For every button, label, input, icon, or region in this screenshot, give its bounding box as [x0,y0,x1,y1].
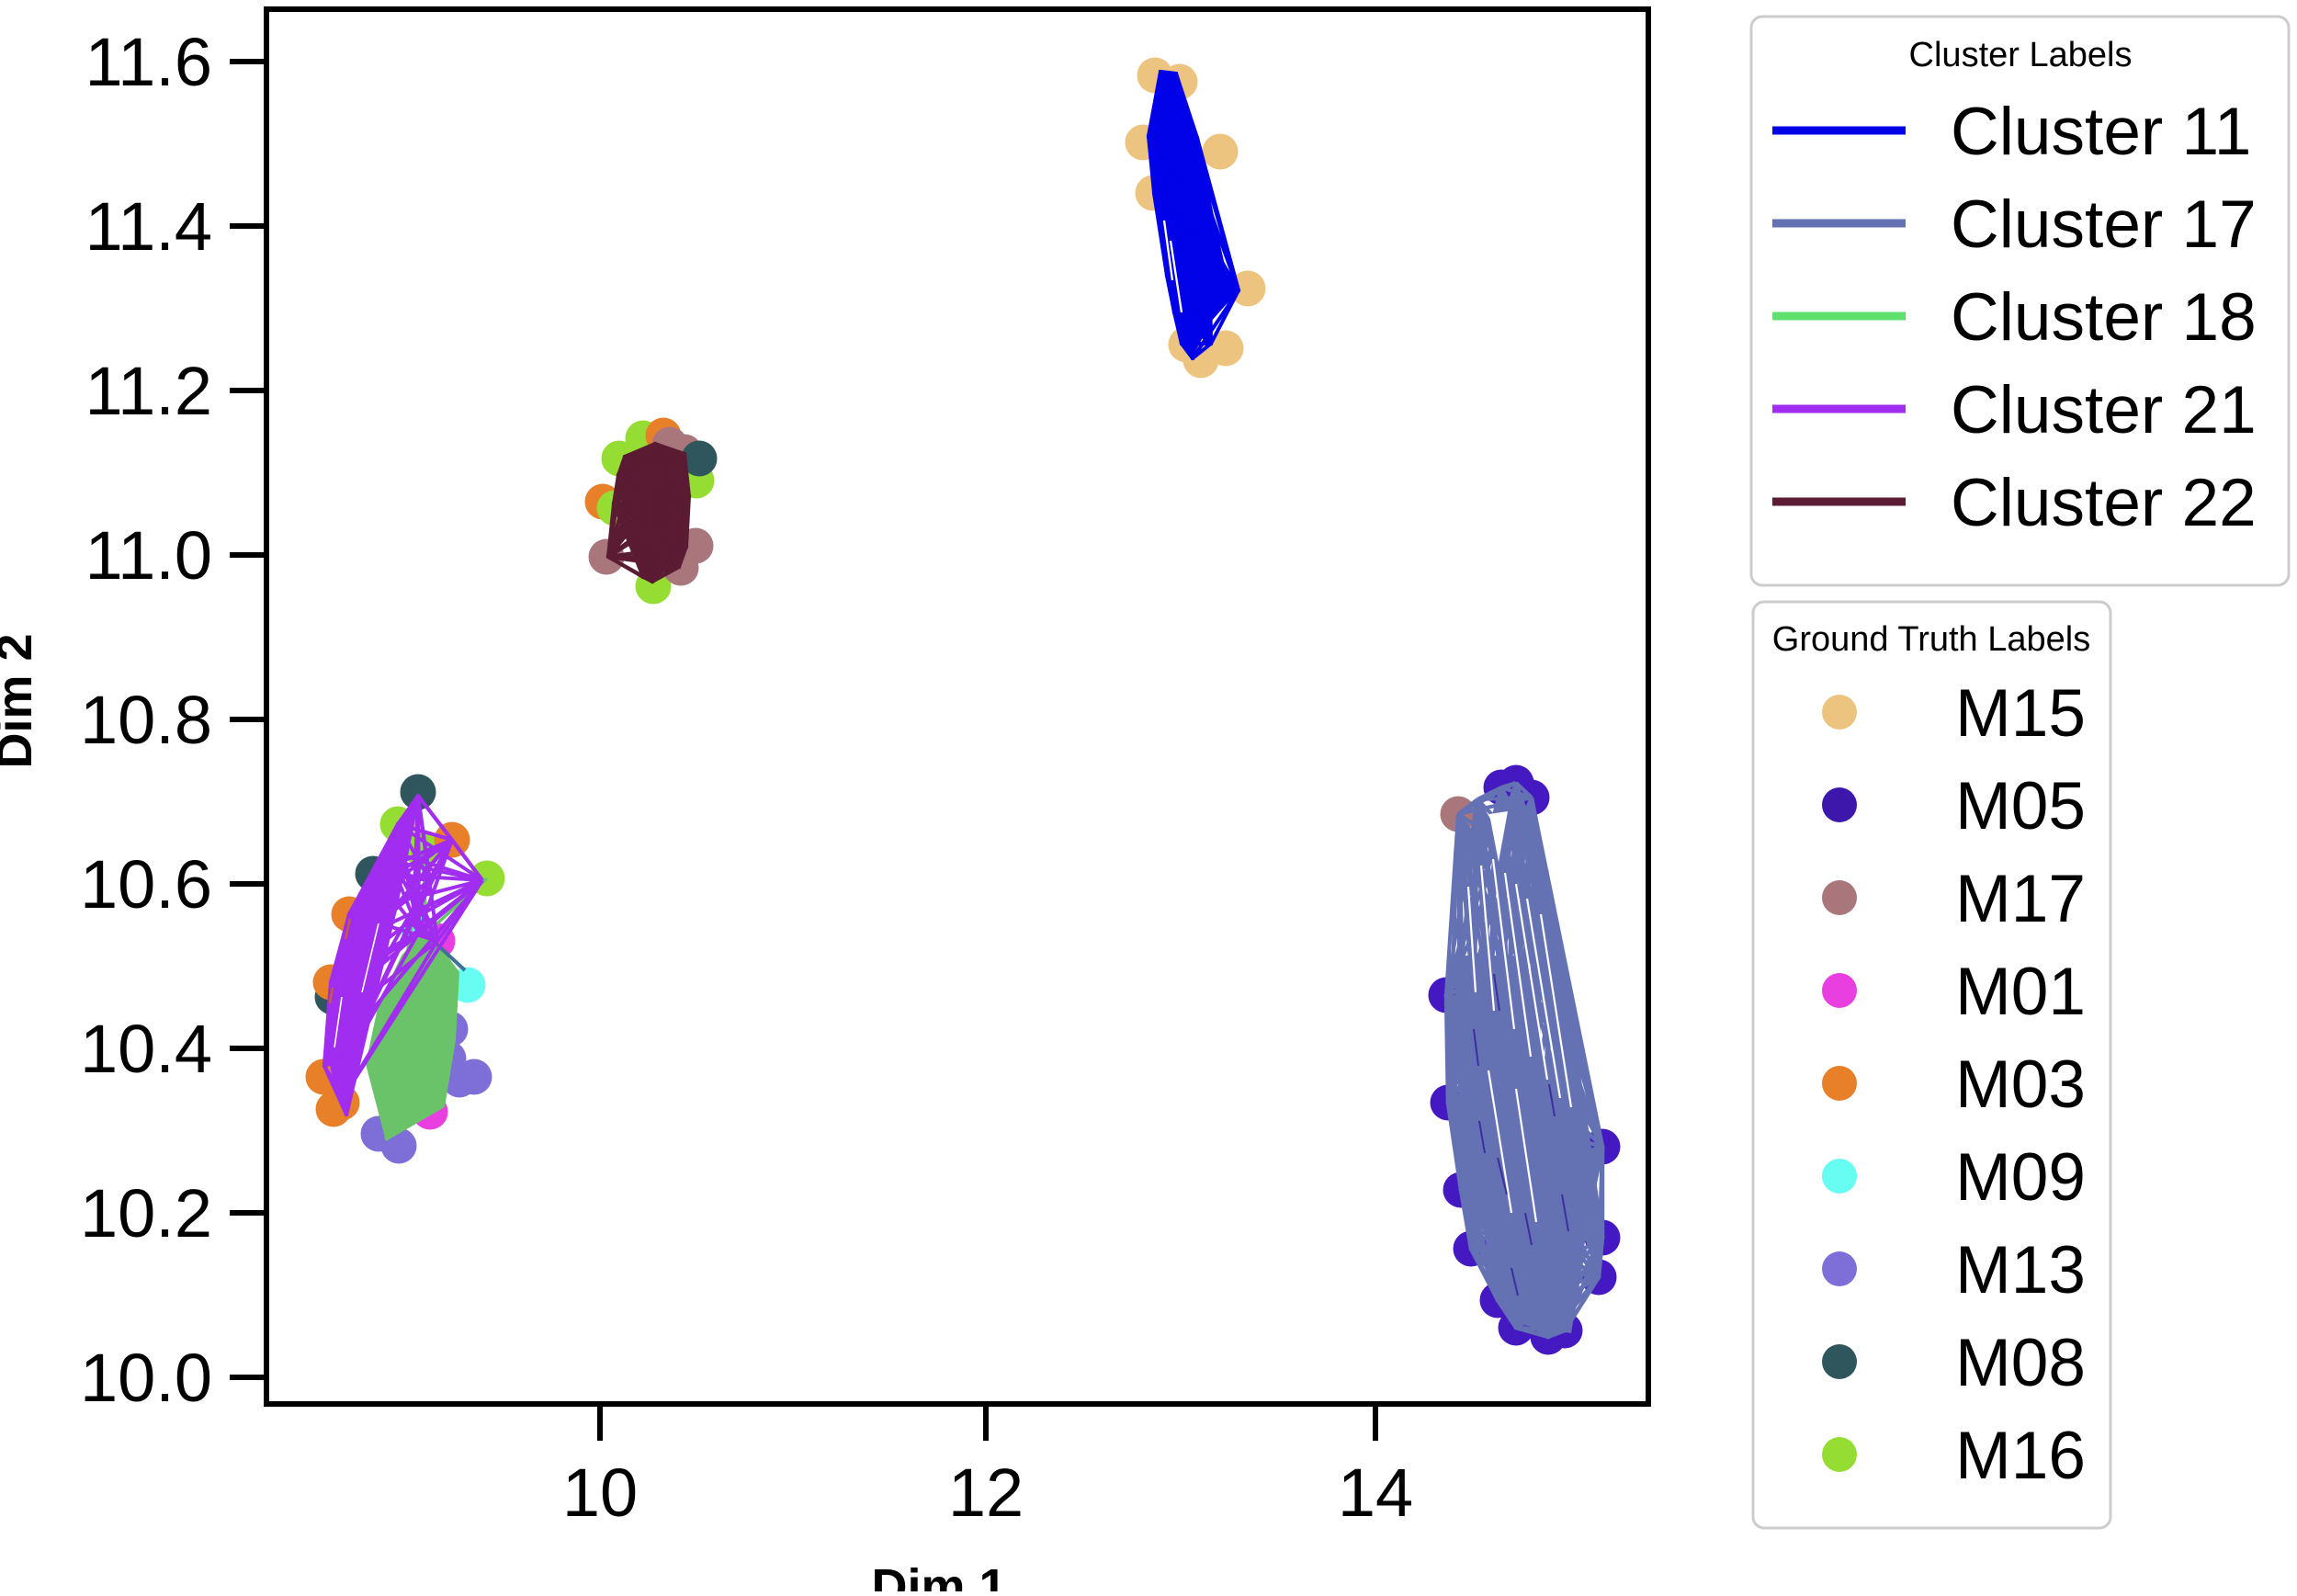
svg-text:11.2: 11.2 [85,353,212,429]
svg-text:10.0: 10.0 [80,1340,212,1416]
svg-text:Dim 2: Dim 2 [0,633,42,768]
svg-text:M15: M15 [1955,676,2086,751]
svg-text:Ground Truth Labels: Ground Truth Labels [1772,620,2090,659]
svg-text:10.4: 10.4 [80,1011,212,1087]
svg-text:Cluster 17: Cluster 17 [1951,187,2257,262]
svg-text:Dim 1: Dim 1 [871,1559,1006,1591]
svg-text:Cluster 18: Cluster 18 [1951,280,2257,355]
svg-text:12: 12 [948,1455,1024,1531]
svg-text:11.0: 11.0 [85,517,212,594]
svg-text:Cluster 11: Cluster 11 [1951,95,2251,169]
svg-text:10: 10 [562,1455,638,1531]
svg-text:10.8: 10.8 [80,682,212,758]
svg-text:10.2: 10.2 [80,1175,212,1251]
svg-text:M16: M16 [1955,1419,2086,1493]
svg-text:10.6: 10.6 [80,846,212,923]
svg-text:M13: M13 [1955,1233,2086,1307]
svg-text:Cluster 22: Cluster 22 [1951,466,2257,540]
svg-text:Cluster 21: Cluster 21 [1951,373,2257,447]
svg-text:M09: M09 [1955,1140,2086,1215]
svg-text:14: 14 [1338,1455,1413,1531]
svg-text:Cluster Labels: Cluster Labels [1909,36,2133,74]
svg-text:M08: M08 [1955,1326,2086,1400]
svg-text:11.6: 11.6 [85,24,212,100]
svg-text:11.4: 11.4 [85,188,212,265]
svg-text:M17: M17 [1955,862,2086,936]
svg-text:M01: M01 [1955,955,2086,1029]
svg-text:M03: M03 [1955,1047,2086,1122]
svg-text:M05: M05 [1955,769,2086,843]
